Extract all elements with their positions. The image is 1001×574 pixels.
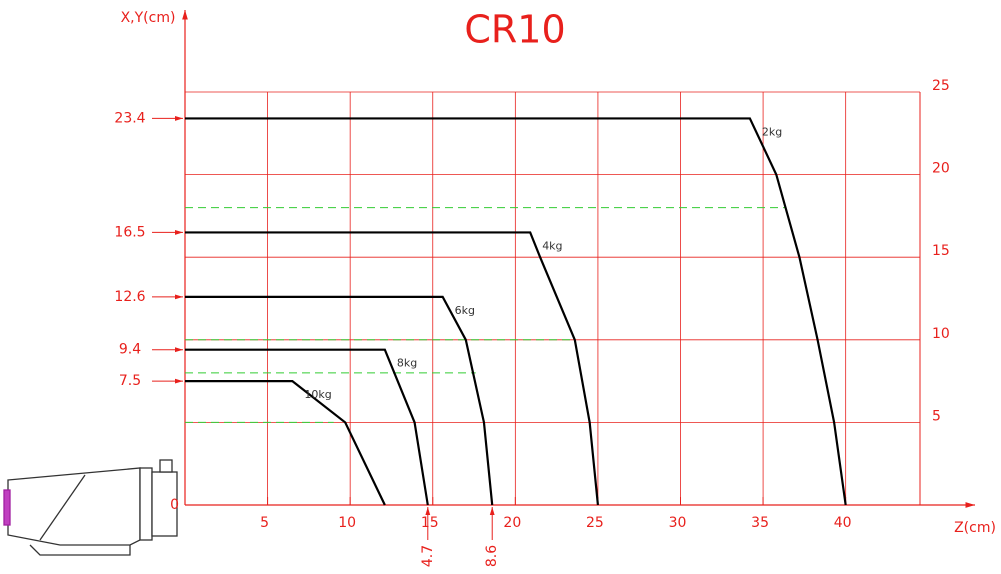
y-tick-label: 12.6: [114, 289, 145, 305]
payload-curve: [185, 231, 600, 506]
series-label: 4kg: [542, 239, 562, 252]
x-tick-label: 5: [260, 515, 269, 531]
series-label: 6kg: [455, 304, 475, 317]
series-label: 10kg: [304, 388, 331, 401]
x-tick-label: 30: [669, 515, 687, 531]
y-tick-label: 7.5: [119, 373, 141, 389]
x-tick-label: 35: [751, 515, 769, 531]
x-tick-label: 20: [503, 515, 521, 531]
chart-title: CR10: [464, 8, 565, 52]
x-tick-label: 40: [834, 515, 852, 531]
y2-tick-label: 5: [932, 408, 941, 424]
x-tick-label: 15: [421, 515, 439, 531]
x-tick-label: 25: [586, 515, 604, 531]
payload-curve: [185, 348, 429, 506]
y2-tick-label: 10: [932, 326, 950, 342]
series-label: 2kg: [762, 125, 782, 138]
payload-curve: [185, 295, 494, 506]
x-axis-label: Z(cm): [954, 520, 996, 536]
x-marker-label: 4.7: [420, 545, 436, 567]
y2-tick-label: 20: [932, 161, 950, 177]
x-marker-label: 8.6: [484, 545, 500, 567]
payload-curve: [185, 380, 386, 506]
series-label: 8kg: [397, 357, 417, 370]
payload-curve: [185, 117, 847, 506]
y-axis-label: X,Y(cm): [121, 10, 176, 26]
y2-tick-label: 25: [932, 78, 950, 94]
y2-tick-label: 15: [932, 243, 950, 259]
y-tick-label: 0: [170, 497, 179, 513]
y-tick-label: 23.4: [114, 110, 145, 126]
x-tick-label: 10: [338, 515, 356, 531]
gripper-icon: [3, 459, 178, 556]
y-tick-label: 16.5: [114, 224, 145, 240]
y-tick-label: 9.4: [119, 342, 141, 358]
